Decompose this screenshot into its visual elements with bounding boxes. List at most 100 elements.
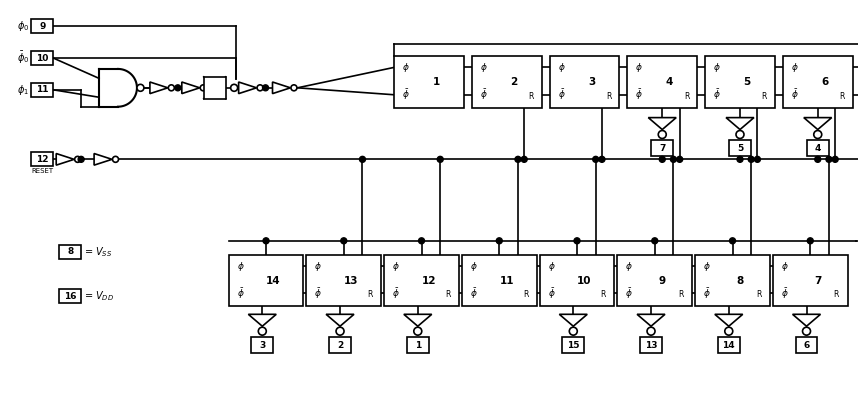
Text: $\bar{\phi}_0$: $\bar{\phi}_0$ — [17, 50, 29, 66]
Text: R: R — [523, 291, 528, 299]
Bar — [695, 255, 770, 306]
Circle shape — [826, 156, 832, 162]
Text: R: R — [679, 291, 684, 299]
Text: $\bar{\phi}$: $\bar{\phi}$ — [548, 286, 555, 301]
Text: 13: 13 — [344, 276, 358, 286]
Text: R: R — [368, 291, 373, 299]
Circle shape — [748, 156, 754, 162]
Text: $\phi$: $\phi$ — [480, 61, 487, 74]
Text: 2: 2 — [337, 341, 343, 349]
Circle shape — [521, 156, 527, 162]
Bar — [550, 56, 619, 108]
Polygon shape — [248, 314, 277, 326]
Bar — [795, 337, 818, 353]
Circle shape — [593, 156, 599, 162]
Bar — [31, 83, 53, 97]
Polygon shape — [649, 118, 676, 129]
Text: 10: 10 — [577, 276, 592, 286]
Text: 3: 3 — [259, 341, 265, 349]
Circle shape — [75, 156, 81, 162]
Text: 1: 1 — [432, 77, 440, 87]
Text: 6: 6 — [821, 77, 828, 87]
Bar — [729, 140, 751, 156]
Text: $\bar{\phi}$: $\bar{\phi}$ — [791, 87, 799, 102]
Text: 13: 13 — [645, 341, 657, 349]
Text: 9: 9 — [39, 22, 46, 31]
Circle shape — [737, 156, 743, 162]
Text: R: R — [839, 92, 845, 101]
Text: 7: 7 — [659, 144, 666, 153]
Bar — [627, 56, 698, 108]
Polygon shape — [559, 314, 588, 326]
Circle shape — [813, 131, 822, 139]
Bar — [252, 337, 273, 353]
Circle shape — [259, 327, 266, 335]
Bar — [618, 255, 692, 306]
Bar — [384, 255, 459, 306]
Text: R: R — [756, 291, 761, 299]
Circle shape — [341, 238, 347, 244]
Circle shape — [658, 131, 667, 139]
Text: $\phi_1$: $\phi_1$ — [17, 83, 29, 97]
Circle shape — [263, 85, 269, 91]
Text: $\phi$: $\phi$ — [470, 260, 478, 273]
Circle shape — [807, 238, 813, 244]
Text: $\phi$: $\phi$ — [548, 260, 555, 273]
Text: $\phi$: $\phi$ — [236, 260, 244, 273]
Text: R: R — [528, 92, 533, 101]
Text: $\phi$: $\phi$ — [314, 260, 322, 273]
Text: 12: 12 — [422, 276, 436, 286]
Text: $\phi$: $\phi$ — [625, 260, 633, 273]
Circle shape — [652, 238, 658, 244]
Circle shape — [263, 238, 269, 244]
Text: $\bar{\phi}$: $\bar{\phi}$ — [557, 87, 565, 102]
Polygon shape — [272, 82, 290, 94]
Circle shape — [418, 238, 424, 244]
Circle shape — [725, 327, 733, 335]
Text: $\phi$: $\phi$ — [636, 61, 643, 74]
Circle shape — [291, 85, 297, 91]
Polygon shape — [637, 314, 665, 326]
Text: R: R — [445, 291, 450, 299]
Text: R: R — [600, 291, 606, 299]
Circle shape — [78, 156, 84, 162]
Text: $\bar{\phi}$: $\bar{\phi}$ — [314, 286, 322, 301]
Polygon shape — [715, 314, 743, 326]
Text: $\phi$: $\phi$ — [704, 260, 710, 273]
Text: 10: 10 — [36, 53, 48, 63]
Text: R: R — [684, 92, 690, 101]
Bar — [307, 255, 381, 306]
Polygon shape — [150, 82, 168, 94]
Bar — [718, 337, 740, 353]
Bar — [204, 77, 226, 99]
Circle shape — [437, 156, 443, 162]
Circle shape — [515, 156, 521, 162]
Text: $\bar{\phi}$: $\bar{\phi}$ — [236, 286, 244, 301]
Text: 11: 11 — [36, 85, 48, 94]
Circle shape — [231, 84, 238, 91]
Bar — [640, 337, 662, 353]
Polygon shape — [56, 154, 74, 165]
Bar — [59, 245, 81, 259]
Text: $\phi$: $\phi$ — [392, 260, 399, 273]
Text: $\phi$: $\phi$ — [781, 260, 789, 273]
Polygon shape — [94, 154, 112, 165]
Circle shape — [175, 85, 180, 91]
Bar — [462, 255, 537, 306]
Circle shape — [729, 238, 735, 244]
Bar — [59, 289, 81, 303]
Circle shape — [113, 156, 119, 162]
Text: 5: 5 — [743, 77, 751, 87]
Polygon shape — [726, 118, 754, 129]
Text: $\bar{\phi}$: $\bar{\phi}$ — [781, 286, 789, 301]
Text: 14: 14 — [266, 276, 281, 286]
Text: RESET: RESET — [31, 168, 53, 174]
Polygon shape — [182, 82, 200, 94]
Text: 11: 11 — [499, 276, 514, 286]
Circle shape — [137, 84, 144, 91]
Bar — [31, 51, 53, 65]
Text: R: R — [606, 92, 612, 101]
Text: 15: 15 — [567, 341, 580, 349]
Circle shape — [168, 85, 174, 91]
Text: $\bar{\phi}$: $\bar{\phi}$ — [470, 286, 478, 301]
